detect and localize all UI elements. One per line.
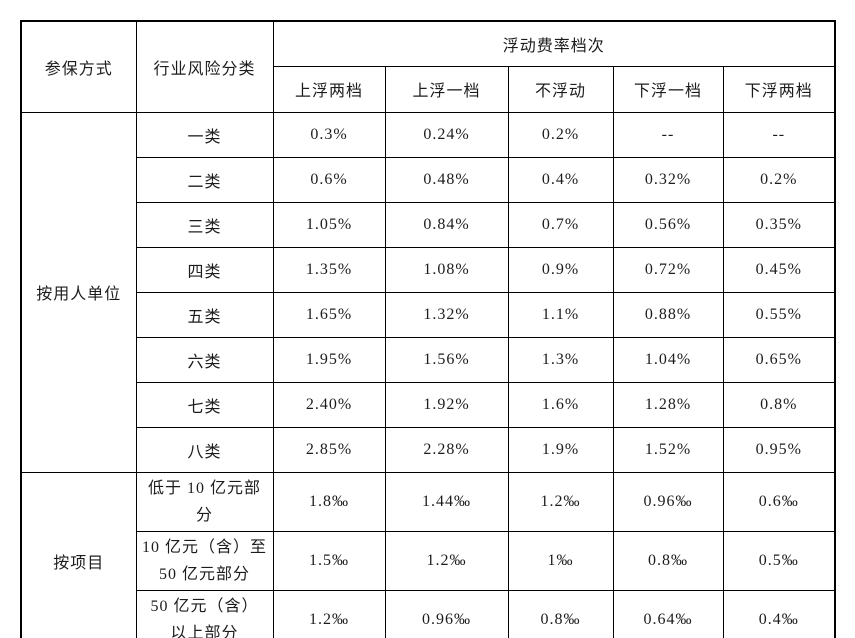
rate-cell: 0.48% [384, 156, 509, 203]
category-cell: 五类 [135, 291, 274, 338]
category-cell: 10 亿元（含）至 50 亿元部分 [135, 530, 274, 592]
header-row-group: 参保方式 行业风险分类 浮动费率档次 [20, 20, 836, 113]
header-tier-no-float: 不浮动 [507, 65, 614, 113]
rate-cell: 0.4‰ [722, 590, 836, 638]
table-row-class-3: 三类 1.05% 0.84% 0.7% 0.56% 0.35% [21, 201, 836, 248]
rate-cell: 0.56% [612, 201, 724, 248]
table-row-project-1b-to-5b: 10 亿元（含）至 50 亿元部分 1.5‰ 1.2‰ 1‰ 0.8‰ 0.5‰ [21, 530, 836, 592]
rate-cell: 0.88% [612, 291, 724, 338]
rate-cell: 0.9% [507, 246, 614, 293]
rate-cell: 0.24% [384, 111, 509, 158]
table-row-class-8: 八类 2.85% 2.28% 1.9% 1.52% 0.95% [21, 426, 836, 473]
rate-cell: 1.08% [384, 246, 509, 293]
rate-cell: 0.84% [384, 201, 509, 248]
rate-cell: 0.96‰ [612, 471, 724, 532]
rate-cell: 1.3% [507, 336, 614, 383]
rate-cell: 0.72% [612, 246, 724, 293]
header-tier-up-one: 上浮一档 [384, 65, 509, 113]
section-label-by-project: 按项目 [20, 471, 137, 638]
rate-cell: 0.5‰ [722, 530, 836, 592]
rate-cell: 0.96‰ [384, 590, 509, 638]
category-cell: 三类 [135, 201, 274, 248]
rate-cell: 1.28% [612, 381, 724, 428]
table-row-class-7: 七类 2.40% 1.92% 1.6% 1.28% 0.8% [21, 381, 836, 428]
table-row-project-over-5b: 50 亿元（含） 以上部分 1.2‰ 0.96‰ 0.8‰ 0.64‰ 0.4‰ [21, 590, 836, 638]
rate-cell: 1.2‰ [507, 471, 614, 532]
rate-cell: 1.2‰ [272, 590, 386, 638]
rate-cell: 1.92% [384, 381, 509, 428]
rate-cell: 0.32% [612, 156, 724, 203]
rate-cell: 0.2% [722, 156, 836, 203]
section-label-by-employer: 按用人单位 [20, 111, 137, 473]
header-tier-down-two: 下浮两档 [722, 65, 836, 113]
rate-cell: 0.3% [272, 111, 386, 158]
rate-cell: 0.4% [507, 156, 614, 203]
rate-cell: 0.45% [722, 246, 836, 293]
rate-cell: 0.55% [722, 291, 836, 338]
category-cell: 四类 [135, 246, 274, 293]
rate-cell: 0.7% [507, 201, 614, 248]
rate-cell: -- [612, 111, 724, 158]
rate-cell: 1.65% [272, 291, 386, 338]
header-industry-risk: 行业风险分类 [135, 20, 274, 113]
table-row-class-4: 四类 1.35% 1.08% 0.9% 0.72% 0.45% [21, 246, 836, 293]
header-row-tiers: 上浮两档 上浮一档 不浮动 下浮一档 下浮两档 [21, 65, 836, 113]
category-cell: 50 亿元（含） 以上部分 [135, 590, 274, 638]
header-tier-down-one: 下浮一档 [612, 65, 724, 113]
rate-cell: 1.8‰ [272, 471, 386, 532]
header-tier-up-two: 上浮两档 [272, 65, 386, 113]
rate-cell: 1.5‰ [272, 530, 386, 592]
rate-cell: 0.35% [722, 201, 836, 248]
table-row-class-6: 六类 1.95% 1.56% 1.3% 1.04% 0.65% [21, 336, 836, 383]
category-cell: 二类 [135, 156, 274, 203]
rate-cell: 1.6% [507, 381, 614, 428]
header-floating-rate-group: 浮动费率档次 [272, 20, 836, 67]
rate-cell: -- [722, 111, 836, 158]
table-row-class-2: 二类 0.6% 0.48% 0.4% 0.32% 0.2% [21, 156, 836, 203]
rate-cell: 1.35% [272, 246, 386, 293]
rate-cell: 2.28% [384, 426, 509, 473]
header-insured-method: 参保方式 [20, 20, 137, 113]
table-row-project-under-1b: 按项目 低于 10 亿元部分 1.8‰ 1.44‰ 1.2‰ 0.96‰ 0.6… [20, 471, 836, 638]
rate-cell: 0.65% [722, 336, 836, 383]
rate-cell: 1.2‰ [384, 530, 509, 592]
rate-cell: 0.8% [722, 381, 836, 428]
category-cell: 七类 [135, 381, 274, 428]
rate-cell: 2.40% [272, 381, 386, 428]
rate-cell: 0.6‰ [722, 471, 836, 532]
rate-cell: 0.8‰ [507, 590, 614, 638]
rate-cell: 1.44‰ [384, 471, 509, 532]
category-cell: 一类 [135, 111, 274, 158]
table-row-class-1: 按用人单位 一类 0.3% 0.24% 0.2% -- -- [20, 111, 836, 473]
rate-cell: 1.9% [507, 426, 614, 473]
rate-cell: 1.52% [612, 426, 724, 473]
rate-cell: 0.2% [507, 111, 614, 158]
rate-cell: 1.04% [612, 336, 724, 383]
category-cell: 低于 10 亿元部分 [135, 471, 274, 532]
rate-cell: 1.32% [384, 291, 509, 338]
rate-cell: 1.56% [384, 336, 509, 383]
table-row-class-5: 五类 1.65% 1.32% 1.1% 0.88% 0.55% [21, 291, 836, 338]
category-cell: 八类 [135, 426, 274, 473]
category-cell: 六类 [135, 336, 274, 383]
rate-cell: 1.95% [272, 336, 386, 383]
rate-cell: 0.64‰ [612, 590, 724, 638]
rate-cell: 0.8‰ [612, 530, 724, 592]
rate-cell: 0.95% [722, 426, 836, 473]
rate-cell: 1‰ [507, 530, 614, 592]
rate-cell: 0.6% [272, 156, 386, 203]
rate-cell: 1.1% [507, 291, 614, 338]
rate-cell: 1.05% [272, 201, 386, 248]
rate-cell: 2.85% [272, 426, 386, 473]
floating-rate-table: 参保方式 行业风险分类 浮动费率档次 上浮两档 上浮一档 不浮动 下浮一档 下浮… [20, 20, 837, 638]
